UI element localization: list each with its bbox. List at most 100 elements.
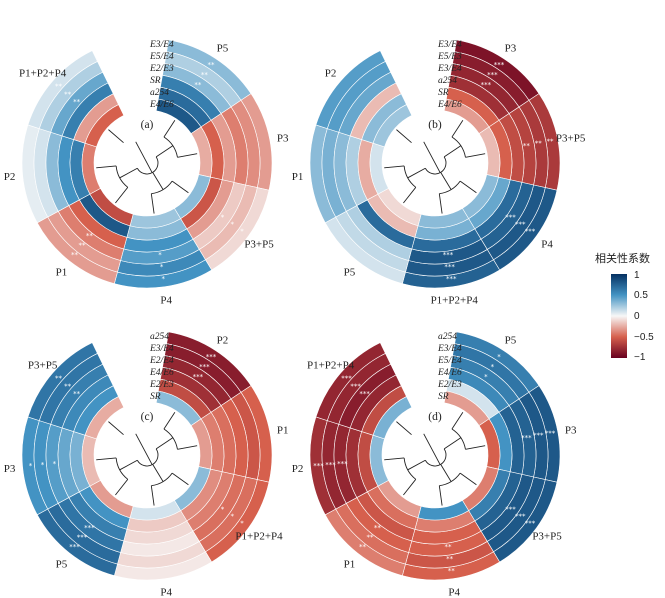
sector-label: P1 bbox=[292, 171, 304, 183]
dendrogram-branch bbox=[451, 120, 464, 138]
dendrogram-branch bbox=[438, 485, 443, 506]
row-label: a254 bbox=[150, 332, 169, 342]
significance-mark: *** bbox=[521, 434, 532, 442]
significance-mark: ** bbox=[64, 382, 72, 390]
dendrogram-branch bbox=[396, 421, 412, 436]
significance-mark: * bbox=[158, 251, 162, 259]
dendrogram-branch bbox=[440, 172, 452, 190]
dendrogram-branch bbox=[108, 421, 124, 436]
row-label: a254 bbox=[438, 332, 457, 342]
significance-mark: * bbox=[240, 519, 244, 527]
significance-mark: *** bbox=[481, 81, 492, 89]
dendrogram-branch bbox=[443, 145, 462, 158]
significance-mark: ** bbox=[366, 533, 374, 541]
dendrogram-branch bbox=[152, 464, 164, 482]
dendrogram-branch bbox=[119, 459, 138, 471]
dendrogram-branch bbox=[150, 193, 155, 214]
significance-mark: * bbox=[53, 460, 57, 468]
row-label: a254 bbox=[150, 88, 169, 98]
significance-mark: *** bbox=[515, 220, 526, 228]
sector-label: P2 bbox=[292, 463, 304, 475]
significance-mark: *** bbox=[446, 275, 457, 283]
sector-label: P5 bbox=[505, 334, 517, 346]
significance-mark: *** bbox=[199, 363, 210, 371]
significance-mark: * bbox=[497, 353, 501, 361]
significance-mark: *** bbox=[325, 461, 336, 469]
sector-label: P4 bbox=[448, 587, 460, 598]
significance-mark: ** bbox=[194, 81, 202, 89]
sector-label: P4 bbox=[160, 587, 172, 598]
sector-label: P3+P5 bbox=[556, 133, 586, 145]
significance-mark: *** bbox=[69, 543, 80, 551]
dendrogram-branch bbox=[384, 457, 405, 461]
sector-label: P4 bbox=[160, 295, 172, 307]
sector-label: P1 bbox=[344, 558, 356, 570]
significance-mark: ** bbox=[73, 98, 81, 106]
dendrogram-branch bbox=[177, 445, 198, 450]
heat-cell bbox=[84, 104, 125, 148]
significance-mark: ** bbox=[64, 90, 72, 98]
significance-mark: ** bbox=[207, 61, 215, 69]
row-label: E2/E3 bbox=[149, 380, 174, 390]
row-label: SR bbox=[150, 76, 161, 86]
significance-mark: ** bbox=[71, 251, 79, 259]
significance-mark: ** bbox=[78, 241, 86, 249]
dendrogram-branch bbox=[115, 457, 129, 480]
significance-mark: ** bbox=[374, 524, 382, 532]
dendrogram-branch bbox=[459, 472, 477, 486]
significance-mark: * bbox=[484, 373, 488, 381]
significance-mark: *** bbox=[494, 61, 505, 69]
significance-mark: *** bbox=[505, 505, 516, 513]
dendrogram-branch bbox=[443, 437, 462, 450]
dendrogram-branch bbox=[155, 145, 174, 158]
dendrogram-branch bbox=[424, 448, 447, 467]
significance-mark: * bbox=[162, 275, 166, 283]
dendrogram-branch bbox=[115, 479, 129, 496]
significance-mark: ** bbox=[55, 82, 63, 90]
dendrogram-branch bbox=[150, 485, 155, 506]
dendrogram-branch bbox=[163, 136, 178, 158]
row-label: E3/E4 bbox=[437, 64, 462, 74]
panels: ******P5P3***P3+P5***P4******P1P2******P… bbox=[4, 39, 586, 598]
row-label: E3/E4 bbox=[437, 40, 462, 50]
significance-mark: * bbox=[491, 363, 495, 371]
row-label: E4/E6 bbox=[149, 100, 174, 110]
row-label: E3/E4 bbox=[149, 40, 174, 50]
sector-label: P1+P2+P4 bbox=[235, 531, 283, 543]
significance-mark: * bbox=[160, 263, 164, 271]
dendrogram-branch bbox=[152, 172, 164, 190]
dendrogram-branch bbox=[136, 156, 159, 175]
dendrogram-branch bbox=[108, 129, 124, 144]
dendrogram-branch bbox=[423, 433, 441, 465]
significance-mark: *** bbox=[487, 71, 498, 79]
panel-label: (b) bbox=[428, 119, 442, 131]
dendrogram-branch bbox=[423, 141, 441, 173]
sector-label: P5 bbox=[344, 266, 356, 278]
legend-title: 相关性系数 bbox=[595, 251, 650, 265]
significance-mark: * bbox=[231, 220, 235, 228]
significance-mark: ** bbox=[359, 543, 367, 551]
sector-label: P3+P5 bbox=[244, 239, 274, 251]
sector-label: P3+P5 bbox=[532, 531, 562, 543]
sector-label: P5 bbox=[56, 558, 68, 570]
dendrogram-branch bbox=[135, 433, 153, 465]
row-label: E4/E6 bbox=[149, 368, 174, 378]
significance-mark: *** bbox=[77, 533, 88, 541]
legend-tick-neg0.5: −0.5 bbox=[634, 332, 654, 343]
row-label: E2/E4 bbox=[149, 356, 174, 366]
sector-label: P5 bbox=[217, 42, 229, 54]
row-label: E5/E4 bbox=[149, 52, 174, 62]
dendrogram-branch bbox=[163, 428, 178, 450]
row-label: E4/E6 bbox=[437, 368, 462, 378]
legend-tick-0: 0 bbox=[634, 311, 640, 322]
dendrogram-branch bbox=[403, 479, 417, 496]
dendrogram-branch bbox=[384, 165, 405, 169]
dendrogram-branch bbox=[396, 129, 412, 144]
panel-a: ******P5P3***P3+P5***P4******P1P2******P… bbox=[4, 39, 289, 307]
sector-label: P1 bbox=[277, 425, 289, 437]
row-label: SR bbox=[150, 392, 161, 402]
significance-mark: ** bbox=[86, 232, 94, 240]
dendrogram-branch bbox=[403, 165, 417, 188]
